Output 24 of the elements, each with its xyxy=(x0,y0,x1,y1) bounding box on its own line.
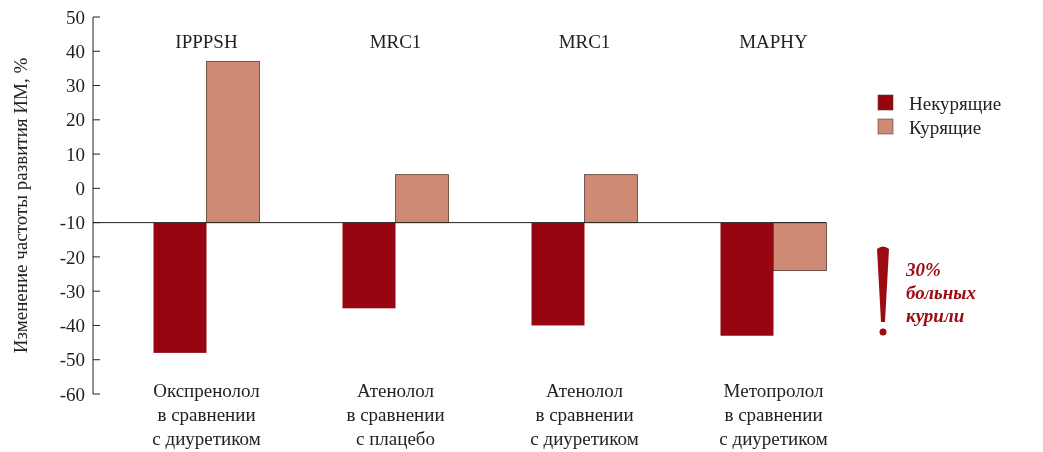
y-tick-label: -20 xyxy=(59,246,85,268)
y-tick-label: 50 xyxy=(66,6,85,28)
annotation: MAPHY xyxy=(739,31,809,52)
annotation: MRC1 xyxy=(369,31,422,52)
y-tick-label: -50 xyxy=(59,349,85,371)
y-tick-label: 10 xyxy=(66,143,85,165)
y-tick-label: -60 xyxy=(59,383,85,405)
x-tick-label: Атенолол в сравнении с диуретиком xyxy=(530,380,639,449)
y-tick-label: -40 xyxy=(59,315,85,337)
annotation: MRC1 xyxy=(558,31,611,52)
y-axis-title: Изменение частоты развития ИМ, % xyxy=(10,57,31,354)
legend-label: Курящие xyxy=(909,116,982,138)
y-tick-label: -10 xyxy=(59,212,85,234)
annotation: IPPPSH xyxy=(175,31,238,52)
y-tick-label: 20 xyxy=(66,109,85,131)
x-tick-label: Окспренолол в сравнении с диуретиком xyxy=(152,380,261,449)
legend-label: Некурящие xyxy=(909,92,1002,114)
y-tick-label: 0 xyxy=(75,178,85,200)
y-tick-label: 40 xyxy=(66,40,85,62)
y-tick-label: 30 xyxy=(66,75,85,97)
x-tick-label: Атенолол в сравнении с плацебо xyxy=(346,380,445,449)
text: 30% больных курили xyxy=(905,259,977,326)
y-tick-label: -30 xyxy=(59,280,85,302)
x-tick-label: Метопролол в сравнении с диуретиком xyxy=(719,380,828,449)
